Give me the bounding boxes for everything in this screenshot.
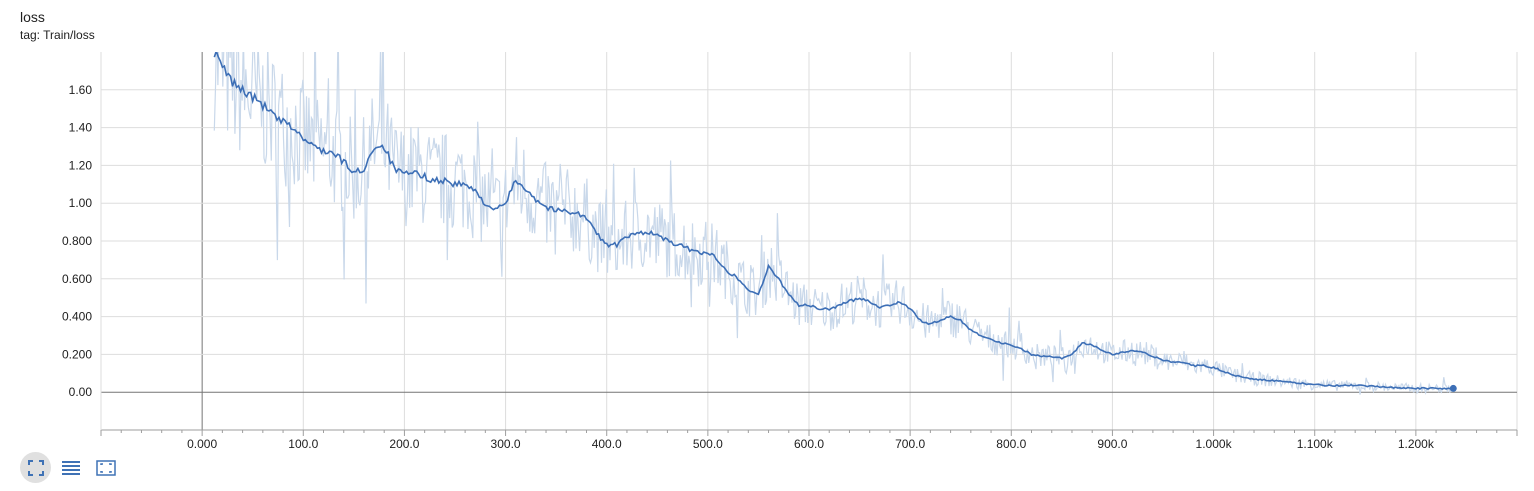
- x-tick-label: 300.0: [491, 437, 521, 450]
- x-tick-label: 700.0: [895, 437, 925, 450]
- chart-toolbar: [20, 452, 121, 483]
- fit-domain-button[interactable]: [20, 452, 51, 483]
- y-tick-label: 1.40: [69, 121, 93, 135]
- raw-series-layer: [213, 52, 1453, 395]
- x-tick-label: 1.100k: [1297, 437, 1334, 450]
- last-point-marker: [1449, 384, 1457, 392]
- x-tick-label: 200.0: [389, 437, 419, 450]
- x-tick-label: 400.0: [592, 437, 622, 450]
- toggle-log-scale-button[interactable]: [55, 452, 86, 483]
- raw-loss-line: [213, 52, 1453, 395]
- x-tick-label: 900.0: [1097, 437, 1127, 450]
- x-tick-label: 0.000: [187, 437, 217, 450]
- y-tick-label: 0.400: [62, 310, 92, 324]
- smoothed-loss-line: [213, 52, 1453, 390]
- x-tick-label: 100.0: [288, 437, 318, 450]
- y-tick-label: 0.800: [62, 234, 92, 248]
- loss-chart[interactable]: 0.000 100.0 200.0 300.0 400.0 500.0 600.0 700.0…: [0, 0, 1534, 450]
- x-tick-label: 800.0: [996, 437, 1026, 450]
- download-data-button[interactable]: [90, 452, 121, 483]
- dashed-frame-icon: [95, 459, 116, 476]
- chart-title: loss: [20, 9, 45, 25]
- y-tick-label: 1.20: [69, 158, 93, 172]
- y-tick-label: 0.200: [62, 347, 92, 361]
- x-tick-label: 1.000k: [1196, 437, 1233, 450]
- chart-tag: tag: Train/loss: [20, 28, 95, 42]
- tick-label-layer: 0.000 100.0 200.0 300.0 400.0 500.0 600.0 700.0…: [62, 83, 1435, 450]
- smoothed-series-layer: [213, 52, 1457, 392]
- fit-domain-icon: [27, 459, 44, 476]
- x-tick-label: 600.0: [794, 437, 824, 450]
- y-tick-label: 1.60: [69, 83, 93, 97]
- y-tick-label: 1.00: [69, 196, 93, 210]
- grid-layer: [100, 52, 1518, 430]
- y-tick-label: 0.600: [62, 272, 92, 286]
- list-lines-icon: [61, 460, 80, 475]
- x-tick-label: 500.0: [693, 437, 723, 450]
- axis-layer: [100, 52, 1518, 436]
- x-tick-label: 1.200k: [1398, 437, 1435, 450]
- y-tick-label: 0.00: [69, 385, 93, 399]
